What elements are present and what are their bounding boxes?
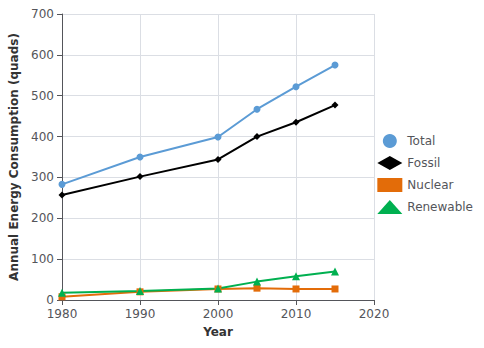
svg-text:2020: 2020 xyxy=(359,307,390,321)
svg-text:600: 600 xyxy=(31,48,54,62)
svg-text:1990: 1990 xyxy=(125,307,156,321)
svg-text:300: 300 xyxy=(31,170,54,184)
svg-text:2000: 2000 xyxy=(203,307,234,321)
svg-text:Total: Total xyxy=(406,134,435,148)
svg-text:Fossil: Fossil xyxy=(407,156,440,170)
svg-text:700: 700 xyxy=(31,7,54,21)
svg-text:100: 100 xyxy=(31,252,54,266)
svg-text:Year: Year xyxy=(202,325,233,339)
svg-text:Annual Energy Consumption (qua: Annual Energy Consumption (quads) xyxy=(7,33,21,281)
svg-text:Nuclear: Nuclear xyxy=(407,178,453,192)
svg-text:500: 500 xyxy=(31,89,54,103)
svg-text:0: 0 xyxy=(46,293,54,307)
svg-text:200: 200 xyxy=(31,211,54,225)
svg-text:1980: 1980 xyxy=(47,307,78,321)
svg-text:400: 400 xyxy=(31,130,54,144)
svg-text:2010: 2010 xyxy=(281,307,312,321)
svg-text:Renewable: Renewable xyxy=(407,200,473,214)
